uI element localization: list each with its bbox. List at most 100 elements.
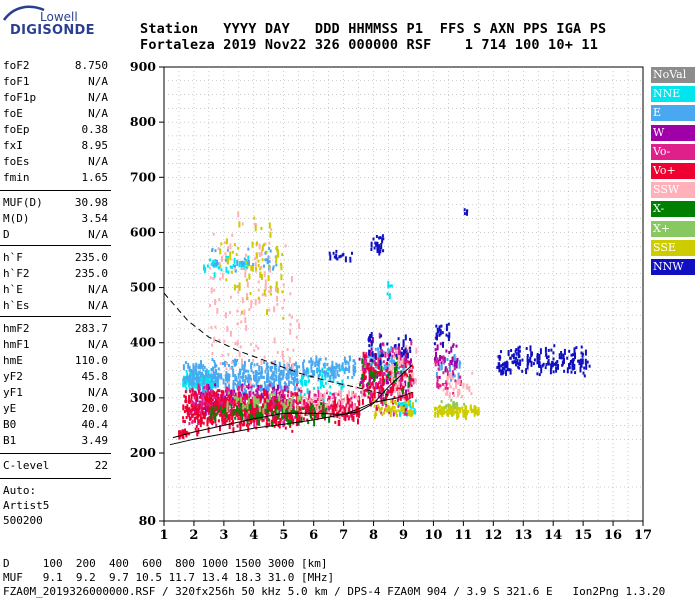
echo-point-vo: [220, 413, 223, 417]
echo-point-nne: [209, 258, 211, 262]
echo-point-vo: [273, 424, 276, 428]
echo-point-e: [232, 386, 235, 393]
echo-point-ssw: [319, 392, 322, 399]
echo-point-e: [398, 371, 401, 377]
legend-item-vo: Vo+: [651, 163, 695, 179]
echo-point-vo: [197, 383, 200, 390]
echo-point-vo: [294, 400, 297, 404]
echo-point-e: [348, 365, 351, 369]
echo-point-nne: [409, 405, 412, 409]
echo-point-vo: [183, 394, 186, 398]
echo-point-nnw: [339, 254, 342, 258]
echo-point-vo: [266, 402, 269, 406]
echo-point-vo: [274, 404, 277, 411]
echo-point-sse: [389, 411, 392, 417]
echo-point-x: [367, 382, 370, 386]
echo-point-e: [314, 364, 317, 367]
echo-point-vo: [397, 350, 400, 357]
echo-point-w: [225, 393, 228, 397]
echo-point-ssw: [397, 362, 400, 366]
echo-point-vo: [236, 424, 239, 428]
echo-point-w: [410, 383, 413, 387]
echo-point-vo: [295, 420, 298, 427]
echo-point-vo: [272, 402, 275, 409]
echo-point-x: [394, 371, 397, 378]
echo-point-vo: [364, 368, 367, 372]
echo-point-vo: [437, 383, 440, 390]
echo-point-ssw: [239, 345, 242, 349]
header-values: Fortaleza 2019 Nov22 326 000000 RSF 1 71…: [140, 37, 599, 53]
echo-point-x: [234, 416, 237, 420]
echo-point-ssw: [272, 360, 275, 364]
echo-point-nnw: [374, 353, 377, 360]
echo-point-vo: [365, 355, 368, 359]
echo-point-vo: [392, 401, 395, 405]
echo-point-e: [354, 362, 357, 366]
echo-point-nnw: [552, 370, 555, 374]
echo-point-vo: [219, 425, 221, 432]
echo-point-vo: [307, 409, 309, 412]
echo-point-ssw: [401, 358, 404, 365]
y-tick-label: 500: [130, 280, 156, 295]
echo-point-e: [287, 386, 290, 393]
echo-point-nnw: [568, 363, 571, 370]
echo-point-ssw: [448, 392, 451, 399]
echo-point-sse: [457, 412, 460, 419]
echo-point-vo: [260, 406, 263, 410]
echo-point-vo: [244, 410, 247, 417]
echo-point-vo: [273, 400, 276, 407]
echo-point-e: [335, 366, 338, 370]
echo-point-vo: [409, 378, 412, 382]
echo-point-w: [451, 344, 454, 348]
echo-point-nne: [231, 265, 233, 269]
echo-point-vo: [213, 393, 216, 397]
echo-point-ssw: [408, 386, 411, 390]
echo-point-vo: [269, 400, 272, 404]
echo-point-vo: [202, 394, 205, 398]
param-value: 45.8: [81, 370, 109, 383]
param-value: N/A: [88, 283, 108, 296]
echo-point-x: [237, 397, 240, 401]
echo-point-e: [202, 387, 205, 394]
echo-point-nnw: [394, 344, 397, 347]
echo-point-vo: [299, 407, 302, 411]
echo-point-vo: [349, 401, 351, 408]
echo-point-ssw: [455, 382, 458, 389]
echo-point-x: [373, 376, 375, 383]
echo-point-ssw: [310, 400, 313, 404]
echo-point-e: [241, 376, 244, 382]
echo-point-e: [367, 355, 370, 359]
echo-point-nnw: [378, 249, 381, 256]
echo-point-vo: [193, 412, 196, 416]
echo-point-ssw: [398, 355, 400, 358]
echo-point-vo: [385, 404, 388, 407]
echo-point-e: [278, 363, 281, 367]
echo-point-sse: [462, 411, 465, 418]
echo-point-x: [285, 405, 288, 408]
echo-point-ssw: [253, 222, 256, 226]
echo-point-vo: [401, 365, 404, 368]
echo-point-ssw: [356, 397, 359, 401]
echo-point-w: [219, 402, 222, 409]
echo-point-vo: [334, 420, 337, 424]
echo-point-vo: [238, 422, 241, 426]
echo-point-vo: [282, 395, 285, 399]
echo-point-vo: [408, 374, 411, 377]
echo-point-e: [247, 369, 250, 373]
echo-point-sse: [265, 250, 268, 254]
echo-point-w: [452, 372, 455, 376]
echo-point-vo: [240, 407, 243, 411]
echo-point-vo: [303, 406, 306, 410]
param-yf2: yF2 45.8: [3, 370, 108, 386]
echo-point-x: [235, 396, 238, 403]
echo-point-w: [250, 384, 253, 388]
echo-point-e: [344, 366, 347, 370]
echo-point-nnw: [536, 359, 539, 363]
echo-point-vo: [227, 417, 230, 420]
echo-point-sse: [253, 216, 256, 220]
echo-point-nne: [321, 380, 324, 387]
echo-point-e: [310, 369, 313, 373]
echo-point-nnw: [545, 363, 548, 366]
echo-point-vo: [274, 410, 277, 414]
echo-point-vo: [284, 399, 287, 406]
